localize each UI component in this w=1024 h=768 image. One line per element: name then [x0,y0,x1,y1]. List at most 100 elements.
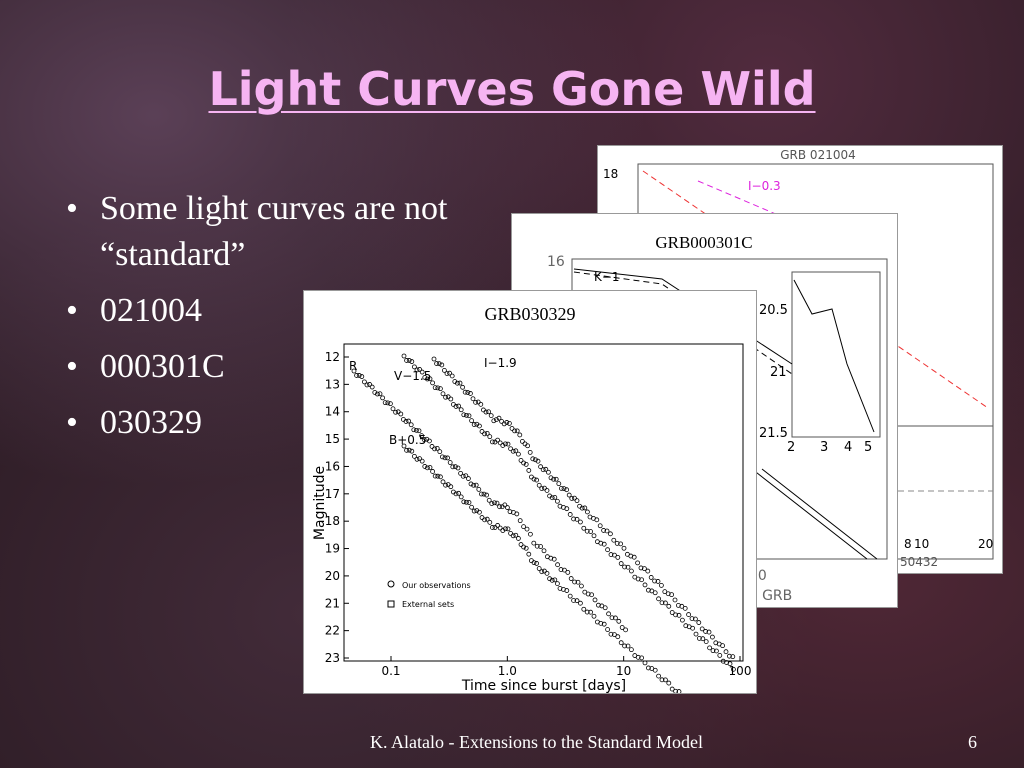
curve-point [538,544,544,549]
y-tick-label: 14 [325,405,340,419]
curve-point [475,399,481,405]
curve-point [377,391,383,397]
curve-point [622,564,628,570]
curve-point [601,541,607,547]
curve-point [437,474,443,480]
curve-point [535,458,541,464]
curve-point [584,528,590,534]
curve-point [577,519,583,525]
curve-point [401,353,407,359]
figure-label: 10 [914,537,929,551]
curve-point [457,380,463,386]
curve-point [726,653,732,659]
x-tick-label: 0.1 [381,664,400,678]
curve-point [706,629,712,635]
curve-point [544,570,550,576]
curve-point [507,509,513,515]
curve-point [414,367,420,373]
curve-point [409,448,415,454]
figure-label: 21 [770,365,787,380]
curve-point [466,500,472,505]
curve-point [527,449,533,455]
figure-label: 5 [864,440,872,455]
legend-marker [387,580,395,588]
curve-point [553,476,559,482]
page-number: 6 [968,732,977,752]
curve-point [673,612,679,618]
curve-point [486,497,492,503]
curve-point [699,626,705,632]
curve-point [564,487,570,493]
curve-point [526,468,532,473]
curve-point [659,677,665,683]
curve-point [558,567,564,572]
curve-point [642,660,648,666]
curve-point [565,569,571,575]
y-tick-label: 12 [325,350,340,364]
curve-point [526,551,532,557]
curve-point [579,505,585,511]
figure-plot: GRB030329 Magnitude Time since burst [da… [312,304,751,693]
curve-point [658,582,664,588]
curve-point [508,530,514,536]
figure-label: 16 [547,254,565,270]
curve-point [367,382,372,387]
curve-point [606,611,612,617]
curve-point [453,491,459,497]
curve-point [669,610,675,615]
curve-point [449,373,455,379]
curve-point [435,385,441,391]
curve-point [460,384,466,390]
curve-point [455,465,461,471]
curve-point [555,562,561,568]
y-axis-label: Magnitude [312,466,328,540]
curve-point [461,499,467,505]
curve-label: I−1.9 [484,356,517,370]
figure-label: K−1 [594,270,620,284]
curve-point [406,358,412,363]
curve-point [463,473,469,479]
curve-point [551,476,557,482]
curve-point [456,490,462,496]
curve-point [470,396,476,402]
curve-point [567,512,573,517]
curve-point [642,582,648,588]
curve-point [571,495,577,501]
curve-point [682,605,688,611]
curve-point [549,577,555,583]
curve-point [406,447,412,453]
curve-point [564,506,570,512]
curve-point [473,482,479,488]
curve-point [502,441,508,447]
curve-point [616,618,622,624]
curve-point [479,515,485,520]
curve-point [461,412,467,418]
x-tick-label: 1.0 [498,664,517,678]
curve-point [434,445,440,451]
curve-point [591,533,597,539]
curve-point [666,680,672,686]
curve-point [489,439,495,445]
curve-point [519,438,525,444]
curve-point [417,456,422,462]
curve-point [369,384,375,390]
curve-point [479,429,485,434]
curve-point [518,542,524,547]
figure: GRB030329 Magnitude Time since burst [da… [303,290,757,694]
curve-point [419,433,424,439]
curve-point [448,396,454,402]
figure-label: 50432 [900,555,938,569]
curve-point [463,412,469,418]
curve-point [430,469,436,474]
curve-point [618,561,624,566]
curve-point [618,541,624,547]
fit-line [793,279,875,433]
curve-point [437,386,443,392]
curve-point [534,477,540,483]
figure-label: 20.5 [759,303,788,318]
curve-point [730,654,736,660]
curve-point [437,449,443,455]
figure-title: GRB000301C [655,233,752,252]
curve-point [609,615,615,621]
curve-point [406,418,411,424]
